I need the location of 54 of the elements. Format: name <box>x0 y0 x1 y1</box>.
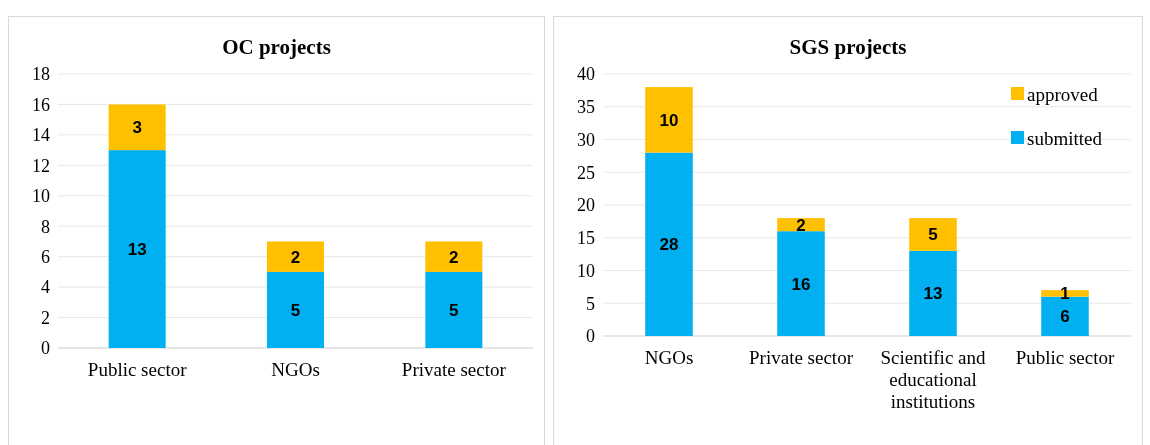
y-tick-label: 6 <box>41 246 50 267</box>
data-label: 2 <box>290 247 301 267</box>
y-tick-label: 10 <box>577 260 595 281</box>
y-tick-label: 20 <box>577 195 595 216</box>
chart-title: SGS projects <box>789 35 907 59</box>
y-tick-label: 35 <box>577 97 595 118</box>
y-tick-label: 0 <box>41 338 50 359</box>
x-tick-label: Private sector <box>749 347 854 368</box>
y-tick-label: 0 <box>586 326 595 347</box>
data-label: 5 <box>449 300 459 320</box>
y-tick-label: 18 <box>32 64 50 85</box>
x-tick-label: Public sector <box>1015 347 1115 368</box>
data-label: 13 <box>127 240 147 260</box>
x-tick-label: NGOs <box>644 347 694 368</box>
y-tick-label: 10 <box>32 186 50 207</box>
data-label: 2 <box>796 215 806 235</box>
data-label: 2 <box>449 247 459 267</box>
bar <box>909 250 957 336</box>
bar <box>425 271 483 348</box>
data-label: 5 <box>290 300 301 320</box>
bar <box>267 241 324 272</box>
data-label: 16 <box>791 274 811 294</box>
bar <box>108 104 166 151</box>
x-tick-label: Private sector <box>401 359 507 380</box>
bar <box>267 271 324 348</box>
x-tick-label: NGOs <box>271 359 320 380</box>
bar <box>909 218 957 251</box>
y-tick-label: 8 <box>41 216 50 237</box>
x-tick-label: Scientific and educational institutions <box>880 347 986 412</box>
legend-label: submitted <box>1027 127 1103 149</box>
data-label: 10 <box>659 110 679 130</box>
data-label: 28 <box>659 235 679 255</box>
bar <box>777 231 825 336</box>
bar <box>108 150 166 348</box>
y-tick-label: 16 <box>32 94 50 115</box>
y-tick-label: 15 <box>577 228 595 249</box>
bar <box>645 152 693 336</box>
y-tick-label: 5 <box>586 293 595 314</box>
y-tick-label: 14 <box>32 125 50 146</box>
data-label: 13 <box>923 284 943 304</box>
y-tick-label: 4 <box>41 277 50 298</box>
bar <box>645 87 693 153</box>
legend-label: approved <box>1027 83 1099 105</box>
data-label: 6 <box>1060 307 1070 327</box>
data-label: 3 <box>132 118 142 138</box>
y-tick-label: 30 <box>577 129 595 150</box>
data-label: 5 <box>928 225 938 245</box>
y-tick-label: 25 <box>577 162 595 183</box>
y-tick-label: 2 <box>41 307 50 328</box>
y-tick-label: 40 <box>577 64 595 85</box>
x-tick-label: Public sector <box>87 359 188 380</box>
chart-title: OC projects <box>222 35 331 59</box>
bar <box>425 241 483 272</box>
y-tick-label: 12 <box>32 155 50 176</box>
